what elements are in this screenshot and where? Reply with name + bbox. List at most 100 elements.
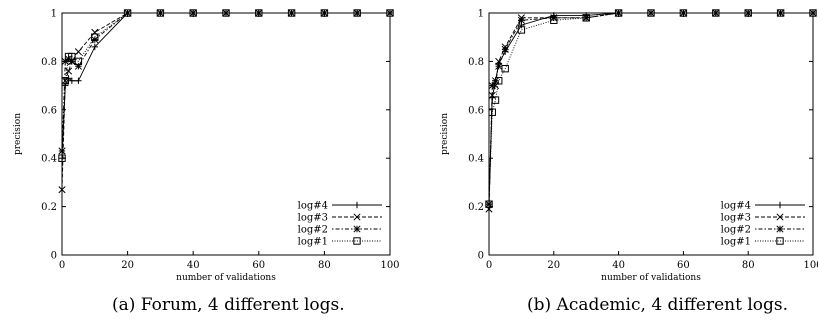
x-axis-label: number of validations xyxy=(601,273,701,283)
x-tick-label: 20 xyxy=(547,260,560,271)
square-marker xyxy=(744,9,752,17)
square-marker xyxy=(501,64,509,73)
plus-marker xyxy=(91,43,98,51)
marker-stroke xyxy=(495,62,503,70)
square-marker xyxy=(495,77,503,85)
legend-label: log#3 xyxy=(721,213,751,224)
marker-stroke xyxy=(156,9,164,17)
x-tick-label: 100 xyxy=(803,260,818,271)
star-marker xyxy=(255,9,263,17)
marker-stroke xyxy=(550,14,558,22)
series-line xyxy=(61,12,390,159)
series-line xyxy=(488,12,813,210)
y-tick-label: 1 xyxy=(478,9,484,20)
marker-stroke xyxy=(712,9,720,17)
square-marker xyxy=(485,200,493,208)
square-marker xyxy=(353,237,361,245)
cross-marker xyxy=(58,186,66,194)
x-tick-label: 0 xyxy=(486,260,492,271)
square-marker xyxy=(287,9,296,17)
y-tick-label: 0.2 xyxy=(468,202,484,213)
square-marker xyxy=(61,77,69,85)
marker-stroke xyxy=(488,82,496,90)
star-marker xyxy=(74,62,82,70)
y-tick-label: 0.6 xyxy=(41,105,57,116)
legend-label: log#1 xyxy=(298,237,328,248)
star-marker xyxy=(517,16,525,24)
chart-panel-academic: 0 20 40 60 80 100 0 0.2 0.4 0.6 0.8 1 number of vali… xyxy=(440,9,818,284)
square-marker xyxy=(91,33,99,41)
marker-stroke xyxy=(189,9,197,17)
square-marker xyxy=(614,9,623,17)
plus-marker xyxy=(776,201,784,209)
square-marker xyxy=(582,14,590,22)
y-tick-label: 0.4 xyxy=(41,154,57,165)
star-marker xyxy=(91,36,99,44)
square-marker xyxy=(647,9,655,17)
x-tick-label: 20 xyxy=(121,260,134,271)
square-marker xyxy=(58,154,66,162)
series-log2 xyxy=(58,9,394,155)
marker-stroke xyxy=(582,14,590,22)
series-log4 xyxy=(485,9,817,208)
cross-marker xyxy=(776,213,784,221)
square-marker xyxy=(123,9,132,17)
y-tick-label: 0.8 xyxy=(468,57,484,68)
y-tick-label: 1 xyxy=(51,9,57,20)
marker-stroke xyxy=(615,9,623,17)
square-marker xyxy=(550,16,558,24)
star-marker xyxy=(615,9,623,17)
square-marker xyxy=(776,9,785,17)
cross-marker xyxy=(91,28,99,36)
series-log1 xyxy=(485,9,817,208)
legend-label: log#2 xyxy=(298,225,328,236)
square-marker xyxy=(156,9,165,17)
marker-stroke xyxy=(776,213,784,221)
series-line xyxy=(61,12,390,159)
square-marker xyxy=(320,9,329,17)
star-marker xyxy=(495,62,503,70)
square-marker xyxy=(222,9,230,17)
marker-stroke xyxy=(353,213,361,221)
square-marker xyxy=(809,9,817,17)
x-tick-label: 0 xyxy=(59,260,65,271)
marker-stroke xyxy=(58,147,66,155)
x-tick-label: 60 xyxy=(252,260,265,271)
plus-marker xyxy=(353,201,361,209)
square-marker xyxy=(488,108,496,116)
plus-marker xyxy=(75,77,82,84)
cross-marker xyxy=(353,213,361,221)
legend-label: log#3 xyxy=(298,213,328,224)
plot-frame xyxy=(61,12,391,256)
x-tick-label: 40 xyxy=(187,260,200,271)
y-tick-label: 0.6 xyxy=(468,105,484,116)
square-marker xyxy=(74,57,83,66)
square-marker xyxy=(386,9,394,17)
series-log1 xyxy=(58,9,394,162)
square-marker xyxy=(255,9,263,17)
star-marker xyxy=(501,45,509,53)
marker-stroke xyxy=(744,9,752,17)
square-marker xyxy=(189,9,197,17)
x-tick-label: 60 xyxy=(677,260,690,271)
x-tick-label: 100 xyxy=(380,260,399,271)
series-log4 xyxy=(58,9,394,162)
series-log2 xyxy=(485,9,817,208)
y-tick-label: 0.4 xyxy=(468,154,484,165)
series-line xyxy=(61,12,390,151)
star-marker xyxy=(353,225,361,233)
x-axis-label: number of validations xyxy=(176,273,276,283)
legend-label: log#4 xyxy=(721,201,751,212)
caption-academic: (b) Academic, 4 different logs. xyxy=(527,295,789,315)
legend-label: log#1 xyxy=(721,237,751,248)
y-tick-label: 0 xyxy=(51,251,57,262)
marker-stroke xyxy=(647,9,655,17)
star-marker xyxy=(776,225,784,233)
series-line xyxy=(488,12,813,205)
cross-marker xyxy=(74,48,82,56)
marker-stroke xyxy=(222,9,230,17)
series-log3 xyxy=(58,9,394,194)
x-tick-label: 80 xyxy=(318,260,331,271)
